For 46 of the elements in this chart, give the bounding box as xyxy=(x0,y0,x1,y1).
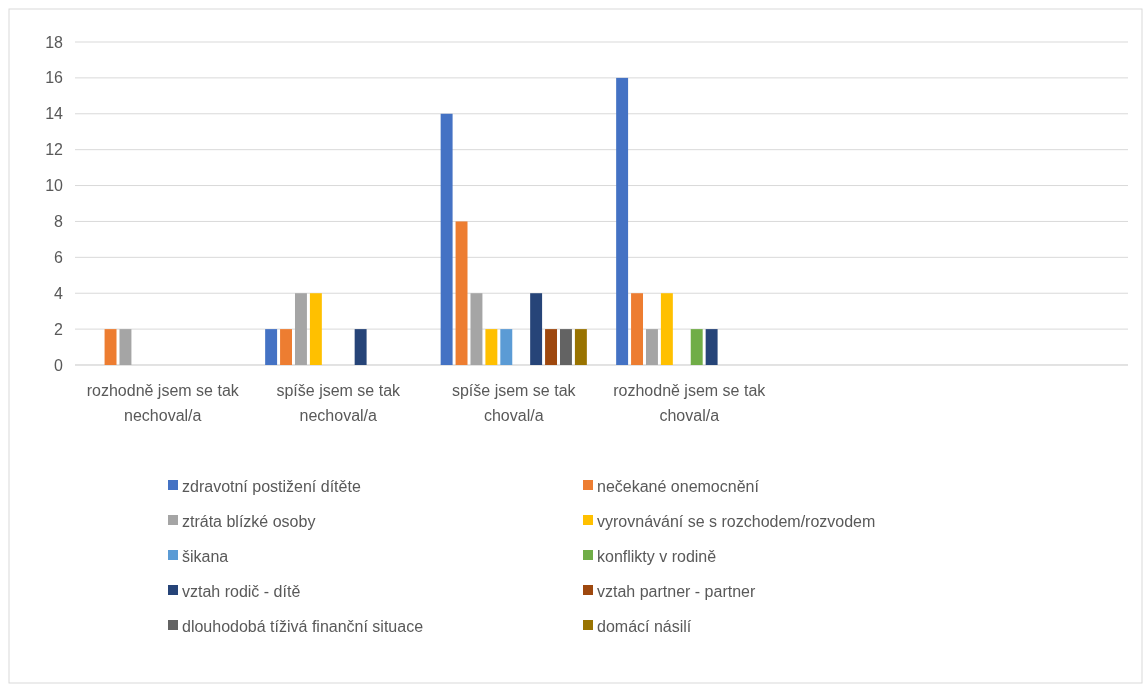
legend-label: domácí násilí xyxy=(597,617,692,635)
bar xyxy=(265,329,278,365)
legend-label: konflikty v rodině xyxy=(597,547,717,565)
legend-label: dlouhodobá tíživá finanční situace xyxy=(182,617,424,635)
legend-label: vyrovnávání se s rozchodem/rozvodem xyxy=(597,512,876,530)
bar xyxy=(631,293,644,365)
y-tick-label: 8 xyxy=(54,213,64,231)
bar xyxy=(280,329,293,365)
bar xyxy=(485,329,498,365)
y-tick-label: 6 xyxy=(54,248,64,266)
x-tick-label: spíše jsem se tak choval/a xyxy=(451,382,577,424)
bar xyxy=(690,329,703,365)
bar xyxy=(660,293,673,365)
bar xyxy=(559,329,572,365)
legend-label: šikana xyxy=(182,547,229,565)
y-tick-label: 16 xyxy=(45,69,64,87)
bar xyxy=(354,329,367,365)
bar xyxy=(294,293,307,365)
legend-label: nečekané onemocnění xyxy=(597,477,760,495)
bar xyxy=(530,293,543,365)
y-tick-label: 10 xyxy=(45,177,64,195)
y-tick-label: 2 xyxy=(54,320,64,338)
legend-label: zdravotní postižení dítěte xyxy=(182,477,361,495)
x-tick-label: rozhodně jsem se tak nechoval/a xyxy=(86,382,240,424)
y-tick-label: 4 xyxy=(54,284,64,302)
bar xyxy=(705,329,718,365)
bar xyxy=(616,77,629,365)
x-tick-label: rozhodně jsem se tak choval/a xyxy=(613,382,767,424)
x-tick-label: spíše jsem se tak nechoval/a xyxy=(276,382,402,424)
bar xyxy=(545,329,558,365)
y-tick-label: 18 xyxy=(45,33,64,51)
bar xyxy=(455,221,468,365)
legend-label: vztah rodič - dítě xyxy=(182,582,301,600)
bar xyxy=(470,293,483,365)
y-tick-label: 14 xyxy=(45,105,64,123)
bar xyxy=(574,329,587,365)
y-tick-label: 12 xyxy=(45,141,64,159)
legend-label: vztah partner - partner xyxy=(597,582,756,600)
bar xyxy=(500,329,513,365)
bar xyxy=(440,113,453,365)
bar xyxy=(104,329,117,365)
legend-label: ztráta blízké osoby xyxy=(182,512,316,530)
bar xyxy=(119,329,132,365)
bar xyxy=(309,293,322,365)
bar xyxy=(645,329,658,365)
y-tick-label: 0 xyxy=(54,356,64,374)
